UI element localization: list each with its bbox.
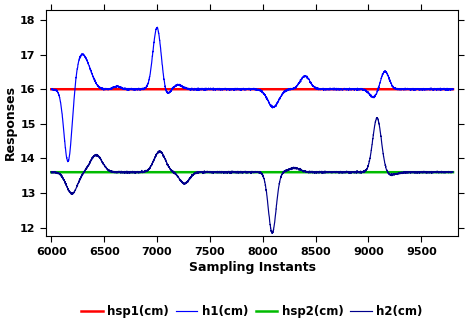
Y-axis label: Responses: Responses (4, 85, 17, 160)
Legend: hsp1(cm), h1(cm), hsp2(cm), h2(cm): hsp1(cm), h1(cm), hsp2(cm), h2(cm) (81, 305, 423, 318)
X-axis label: Sampling Instants: Sampling Instants (189, 261, 315, 274)
